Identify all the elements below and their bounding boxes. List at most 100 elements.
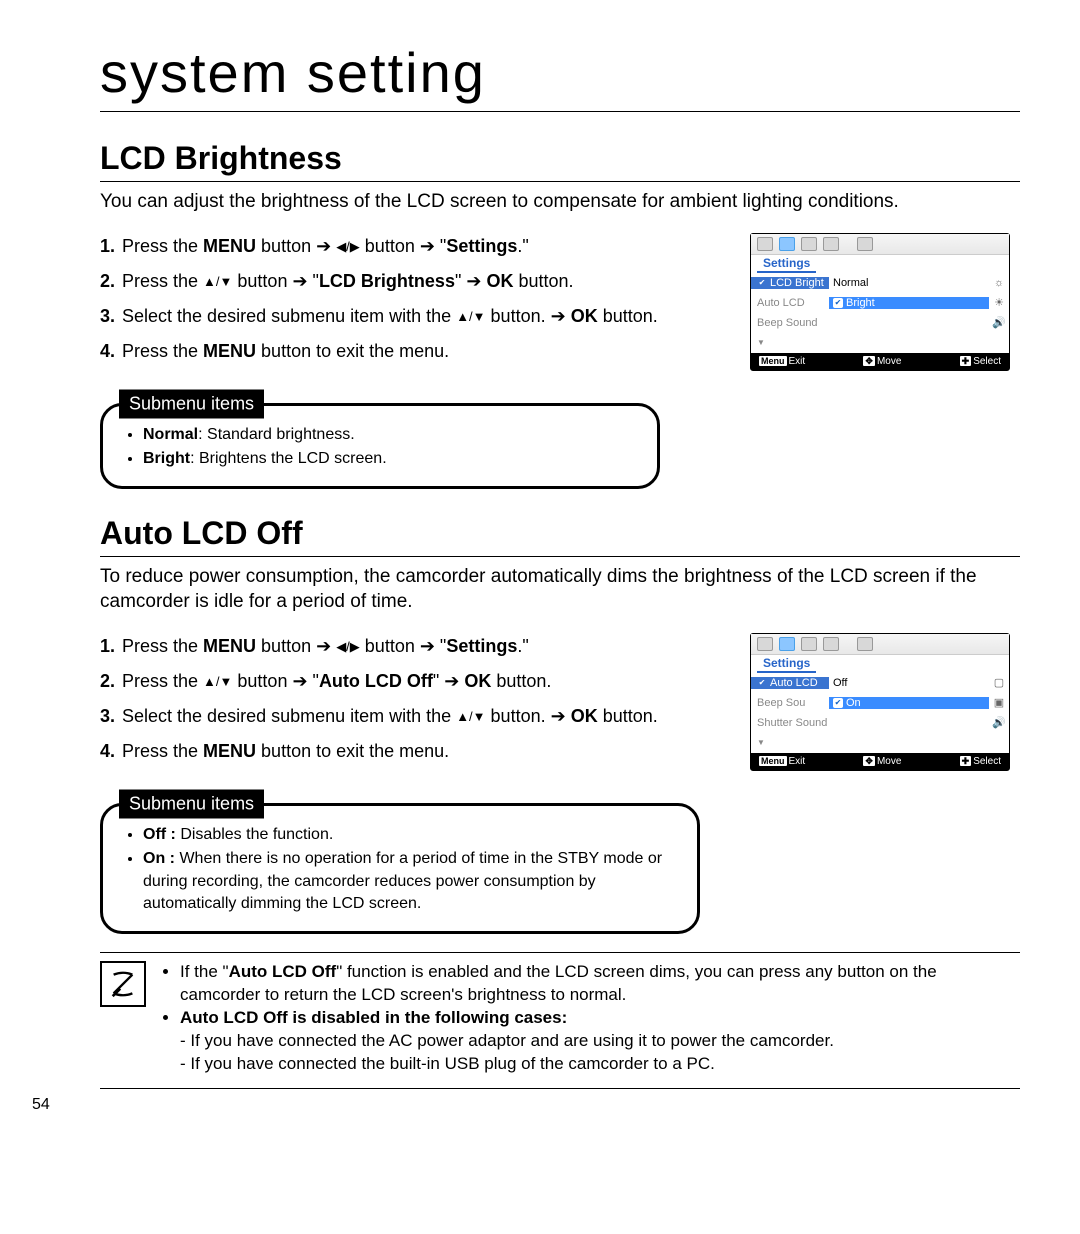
intro-text: You can adjust the brightness of the LCD… [100,190,1020,215]
t: Select [973,356,1001,367]
t: button ➔ " [360,636,447,656]
note-subitem: If you have connected the AC power adapt… [192,1030,1018,1053]
t: Move [877,356,901,367]
t: On [846,697,861,709]
t: Auto LCD [757,297,805,309]
submenu-label: Submenu items [119,789,264,818]
step-2: Press the ▲/▼ button ➔ "Auto LCD Off" ➔ … [100,668,728,695]
t: Press the [122,741,203,761]
down-icon: ▼ [757,738,765,747]
t: Menu [759,756,787,766]
step-1: Press the MENU button ➔ ◀/▶ button ➔ "Se… [100,633,728,660]
t: button ➔ [256,236,336,256]
submenu-label: Submenu items [119,389,264,418]
t: MENU [203,636,256,656]
t: " ➔ [433,671,464,691]
status-icon [779,637,795,651]
up-down-icon: ▲/▼ [203,672,232,692]
submenu-box: Submenu items Normal: Standard brightnes… [100,403,660,490]
step-1: Press the MENU button ➔ ◀/▶ button ➔ "Se… [100,233,728,260]
t: " ➔ [455,271,486,291]
lcd-screenshot-2: Settings ✔Auto LCD Off ▢ Beep Sou ✔On ▣ [750,633,1010,771]
t: button. [598,306,658,326]
thumb-icon: ▢ [989,676,1009,689]
t: Press the [122,341,203,361]
submenu-item: Off : Disables the function. [143,824,679,846]
status-icon [779,237,795,251]
t: Press the [122,671,203,691]
sound-icon: 🔊 [989,716,1009,729]
menu-row: ▼ [751,733,1009,753]
t: button ➔ " [360,236,447,256]
chapter-title: system setting [100,40,1020,112]
sound-icon: 🔊 [989,316,1009,329]
up-down-icon: ▲/▼ [456,707,485,727]
menu-row: Auto LCD ✔Bright ☀ [751,293,1009,313]
t: Off : [143,826,176,843]
t: button. ➔ [486,706,571,726]
t: Press the [122,636,203,656]
t: Normal [833,277,868,289]
step-3: Select the desired submenu item with the… [100,703,728,730]
t: Exit [789,356,806,367]
t: : Standard brightness. [198,426,355,443]
dpad-icon: ✥ [863,756,875,766]
plus-icon: ✚ [960,356,972,366]
t: button. [491,671,551,691]
left-right-icon: ◀/▶ [336,637,360,657]
status-icon [801,637,817,651]
thumb-icon: ▣ [989,696,1009,709]
t: If the " [180,962,229,981]
t: Select [973,756,1001,767]
note-item: If the "Auto LCD Off" function is enable… [180,961,1018,1007]
step-2: Press the ▲/▼ button ➔ "LCD Brightness" … [100,268,728,295]
note-subitem: If you have connected the built-in USB p… [192,1053,1018,1076]
t: button ➔ " [232,671,319,691]
t: button. [598,706,658,726]
submenu-box: Submenu items Off : Disables the functio… [100,803,700,935]
up-down-icon: ▲/▼ [456,307,485,327]
section-title-auto-lcd-off: Auto LCD Off [100,515,1020,557]
t: Bright [846,297,875,309]
down-icon: ▼ [757,338,765,347]
status-icon [857,637,873,651]
status-icon [823,237,839,251]
t: MENU [203,741,256,761]
steps-list: Press the MENU button ➔ ◀/▶ button ➔ "Se… [100,633,728,765]
check-icon: ✔ [833,298,843,308]
t: Select the desired submenu item with the [122,706,456,726]
t: Disables the function. [176,826,333,843]
t: button ➔ " [232,271,319,291]
menu-row: ✔LCD Bright Normal ☼ [751,273,1009,293]
t: Press the [122,236,203,256]
t: On : [143,850,175,867]
step-4: Press the MENU button to exit the menu. [100,338,728,365]
plus-icon: ✚ [960,756,972,766]
t: button to exit the menu. [256,741,449,761]
t: MENU [203,236,256,256]
t: Select the desired submenu item with the [122,306,456,326]
submenu-item: On : When there is no operation for a pe… [143,848,679,915]
note-item: Auto LCD Off is disabled in the followin… [180,1007,1018,1076]
menu-row: ▼ [751,333,1009,353]
t: When there is no operation for a period … [143,850,662,912]
thumb-icon: ☀ [989,296,1009,309]
t: Beep Sound [757,317,818,329]
t: ." [517,636,528,656]
t: Press the [122,271,203,291]
t: Exit [789,756,806,767]
t: Auto LCD [770,677,818,689]
t: Auto LCD Off [319,671,433,691]
menu-row: Shutter Sound 🔊 [751,713,1009,733]
submenu-item: Normal: Standard brightness. [143,424,639,446]
t: LCD Brightness [319,271,455,291]
t: : Brightens the LCD screen. [190,450,387,467]
note-icon [100,961,146,1007]
intro-text: To reduce power consumption, the camcord… [100,565,1020,614]
step-4: Press the MENU button to exit the menu. [100,738,728,765]
check-icon: ✔ [833,698,843,708]
check-icon: ✔ [757,278,767,288]
t: Bright [143,450,190,467]
status-icon [757,237,773,251]
t: Auto LCD Off [229,962,337,981]
